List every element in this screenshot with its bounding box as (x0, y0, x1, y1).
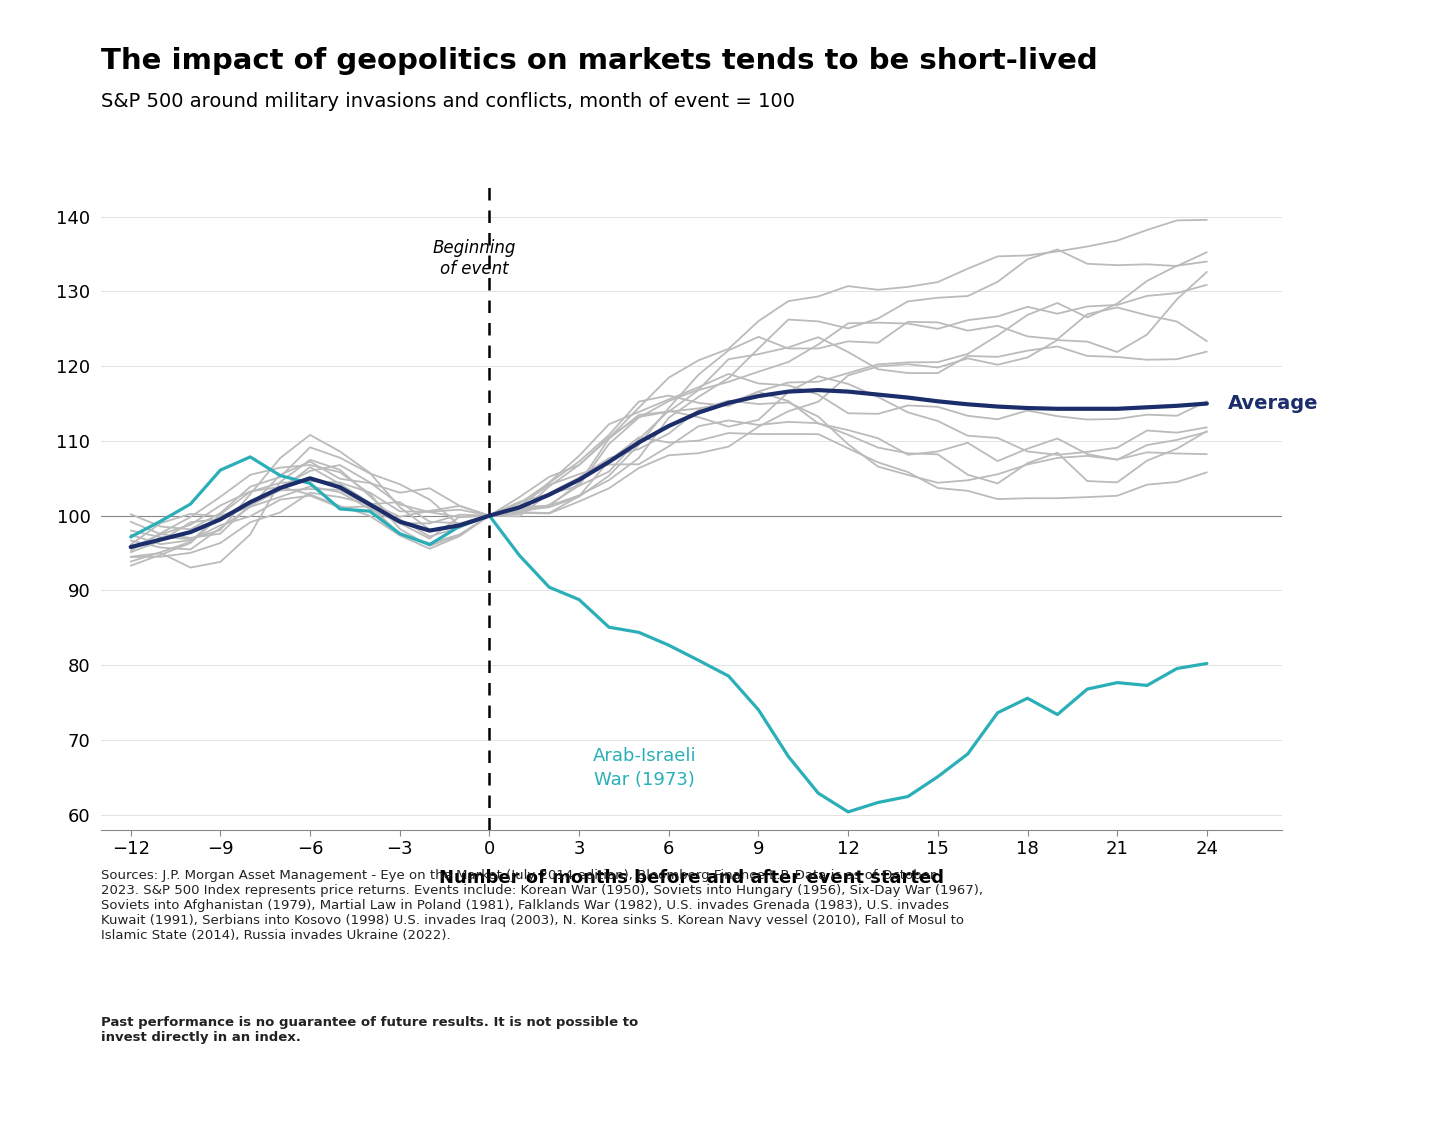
Text: Beginning
of event: Beginning of event (433, 239, 516, 278)
Text: Sources: J.P. Morgan Asset Management - Eye on the Market (July 2014 edition), B: Sources: J.P. Morgan Asset Management - … (101, 869, 982, 942)
X-axis label: Number of months before and after event started: Number of months before and after event … (439, 869, 943, 887)
Text: Average: Average (1228, 395, 1318, 413)
Text: The impact of geopolitics on markets tends to be short-lived: The impact of geopolitics on markets ten… (101, 47, 1097, 75)
Text: Past performance is no guarantee of future results. It is not possible to
invest: Past performance is no guarantee of futu… (101, 1016, 638, 1044)
Text: Arab-Israeli
War (1973): Arab-Israeli War (1973) (593, 748, 697, 789)
Text: S&P 500 around military invasions and conflicts, month of event = 100: S&P 500 around military invasions and co… (101, 92, 795, 111)
